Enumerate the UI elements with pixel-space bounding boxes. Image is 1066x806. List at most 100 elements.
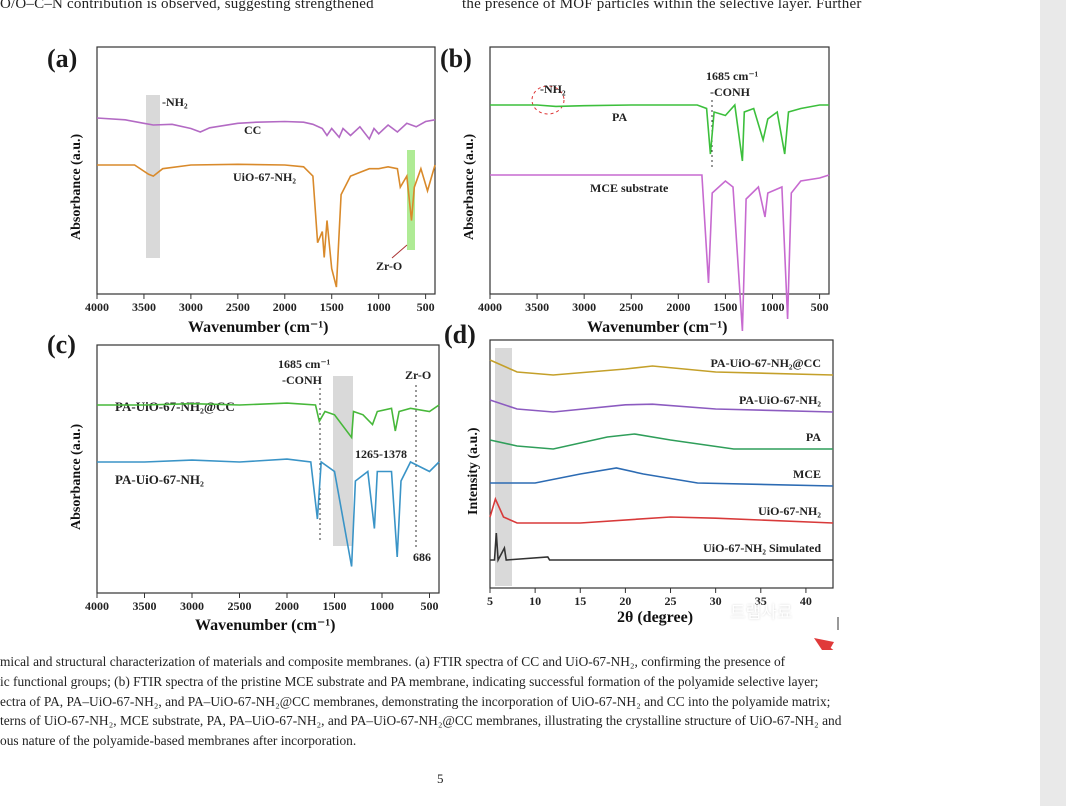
x-tick-label: 3500	[132, 300, 156, 314]
caption-line: terns of UiO-67-NH₂, MCE substrate, PA, …	[0, 713, 842, 729]
series-label: MCE	[793, 467, 821, 481]
figure: -NH₂ Zr-O CC UiO-67-NH₂ Absorbance (a.u.…	[69, 46, 839, 650]
x-tick-label: 20	[619, 594, 631, 608]
x-tick-label: 5	[487, 594, 493, 608]
red-arrow-shaft	[822, 643, 834, 650]
series-label: PA	[806, 430, 821, 444]
x-tick-label: 1500	[323, 599, 347, 613]
series-line	[490, 467, 834, 487]
x-tick-label: 2000	[275, 599, 299, 613]
chart-panel-d: Intensity (a.u.) 2θ (degree) 5 10 15 20 25 30…	[466, 339, 834, 626]
annotation-conh: -CONH	[710, 85, 751, 99]
red-arrow-head	[814, 638, 834, 650]
figure-caption: mical and structural characterization of…	[0, 652, 1000, 751]
x-tick-label: 500	[417, 300, 435, 314]
x-tick-label: 3500	[133, 599, 157, 613]
series-label: UiO-67-NH₂ Simulated	[703, 541, 821, 555]
x-tick-label: 4000	[478, 300, 502, 314]
series-line	[490, 174, 830, 332]
plot-frame	[489, 46, 830, 295]
chart-panel-a: -NH₂ Zr-O CC UiO-67-NH₂ Absorbance (a.u.…	[69, 46, 436, 336]
x-tick-label: 1000	[370, 599, 394, 613]
series-line	[97, 402, 440, 440]
panel-label-c: (c)	[47, 330, 76, 359]
series-label-uio: UiO-67-NH₂	[233, 170, 296, 184]
panel-label-a: (a)	[47, 44, 78, 73]
series-line	[489, 359, 834, 376]
annotation-1685: 1685 cm⁻¹	[706, 69, 759, 83]
x-tick-label: 4000	[85, 300, 109, 314]
series-label-pa: PA	[612, 110, 627, 124]
x-tick-label: 25	[665, 594, 677, 608]
x-tick-label: 1000	[367, 300, 391, 314]
plot-frame	[96, 344, 440, 594]
annotation-zro: Zr-O	[405, 368, 431, 382]
x-tick-label: 2000	[273, 300, 297, 314]
chart-panel-b: -NH₂ 1685 cm⁻¹ -CONH PA MCE substrate Ab…	[462, 46, 830, 336]
x-tick-label: 2500	[619, 300, 643, 314]
x-tick-label: 1500	[320, 300, 344, 314]
zro-arrow	[391, 244, 408, 259]
x-tick-label: 1500	[713, 300, 737, 314]
series-label: UiO-67-NH₂	[758, 504, 821, 518]
annotation-nh2: -NH₂	[162, 95, 188, 109]
series-label-mce: MCE substrate	[590, 181, 669, 195]
plot-frame	[489, 339, 834, 589]
top-right-text: the presence of MOF particles within the…	[462, 0, 862, 12]
panel-label-d: (d)	[444, 320, 476, 349]
caption-line: ectra of PA, PA–UiO-67-NH₂, and PA–UiO-6…	[0, 693, 831, 709]
y-axis-label: Absorbance (a.u.)	[69, 133, 84, 240]
y-axis-label: Absorbance (a.u.)	[69, 423, 84, 530]
x-axis-label: Wavenumber (cm⁻¹)	[587, 319, 727, 336]
x-tick-label: 35	[755, 594, 767, 608]
series-label-cc: CC	[244, 123, 261, 137]
x-tick-label: 3000	[180, 599, 204, 613]
x-tick-label: 40	[800, 594, 812, 608]
x-tick-label: 2000	[666, 300, 690, 314]
series-line	[97, 163, 436, 288]
annotation-conh: -CONH	[282, 373, 323, 387]
series-line	[490, 532, 833, 563]
series-line	[490, 103, 829, 162]
nh2-circle	[531, 85, 565, 115]
annotation-nh2: -NH₂	[540, 82, 566, 96]
annotation-686: 686	[413, 550, 431, 564]
panel-label-b: (b)	[440, 44, 472, 73]
x-tick-label: 30	[710, 594, 722, 608]
series-label-pa-uio: PA-UiO-67-NH₂	[115, 472, 204, 487]
plot-frame	[96, 46, 436, 295]
x-tick-label: 500	[811, 300, 829, 314]
annotation-1685: 1685 cm⁻¹	[278, 357, 331, 371]
low-angle-highlight	[495, 348, 512, 586]
series-line	[97, 458, 440, 567]
x-tick-label: 10	[529, 594, 541, 608]
y-axis-label: Intensity (a.u.)	[466, 427, 481, 515]
series-line	[489, 496, 834, 524]
page-number: 5	[437, 771, 444, 786]
zro-highlight	[407, 150, 415, 250]
chart-panel-c: 1685 cm⁻¹ -CONH Zr-O 1265-1378 686 PA-Ui…	[69, 344, 440, 634]
series-line	[489, 399, 834, 413]
x-tick-label: 3000	[179, 300, 203, 314]
x-tick-label: 500	[421, 599, 439, 613]
x-axis-label: Wavenumber (cm⁻¹)	[195, 617, 335, 634]
series-label-pa-uio-cc: PA-UiO-67-NH₂@CC	[115, 399, 235, 414]
x-tick-label: 1000	[761, 300, 785, 314]
scrollbar[interactable]	[1040, 0, 1066, 806]
caption-line: mical and structural characterization of…	[0, 654, 786, 669]
annotation-zro: Zr-O	[376, 259, 402, 273]
series-label: PA-UiO-67-NH₂@CC	[710, 356, 821, 370]
caption-line: ous nature of the polyamide-based membra…	[0, 733, 357, 749]
x-tick-label: 3000	[572, 300, 596, 314]
x-axis-label: 2θ (degree)	[617, 609, 693, 626]
x-tick-label: 3500	[525, 300, 549, 314]
watermark: 트랩사료	[730, 603, 793, 623]
series-line	[96, 117, 436, 141]
series-line	[489, 433, 833, 450]
x-tick-label: 2500	[228, 599, 252, 613]
series-label: PA-UiO-67-NH₂	[739, 393, 821, 407]
x-tick-label: 15	[574, 594, 586, 608]
x-axis-label: Wavenumber (cm⁻¹)	[188, 319, 328, 336]
top-left-text: O/O–C–N contribution is observed, sugges…	[0, 0, 374, 12]
caption-line: ic functional groups; (b) FTIR spectra o…	[0, 673, 819, 689]
